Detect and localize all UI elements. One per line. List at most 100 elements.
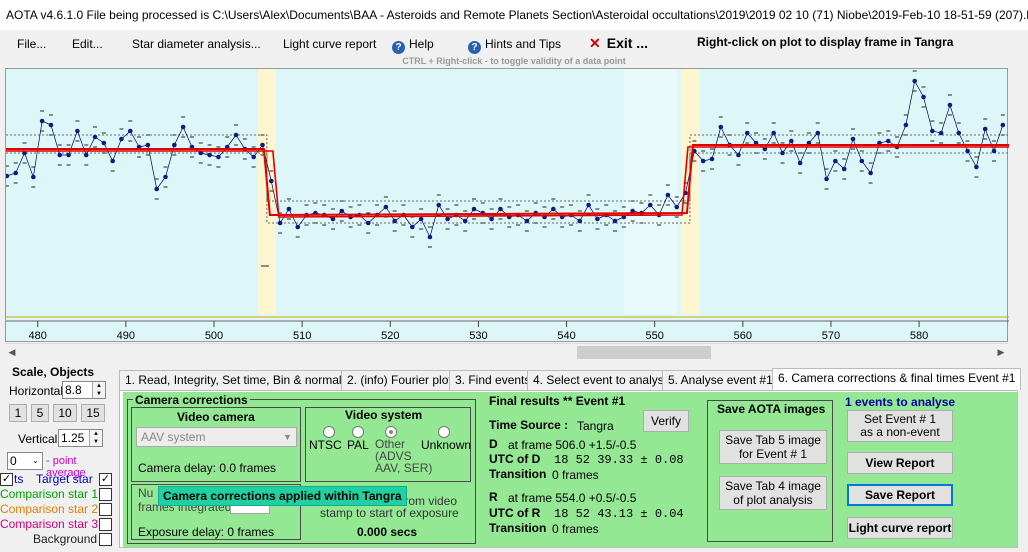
- model-line: [6, 144, 1009, 217]
- vertical-scale-spinner[interactable]: 1.25 ▲ ▼: [58, 429, 103, 447]
- light-curve-report-button[interactable]: Light curve report: [847, 517, 953, 539]
- data-point: [841, 166, 847, 172]
- data-point: [612, 218, 618, 224]
- data-point: [6, 173, 10, 179]
- scale-objects-title: Scale, Objects: [12, 365, 95, 379]
- time-source-value: Tangra: [577, 419, 614, 433]
- scale-button-5[interactable]: 5: [31, 404, 49, 422]
- vertical-scale-value: 1.25: [61, 431, 85, 445]
- target-checkbox[interactable]: ✓: [0, 473, 13, 486]
- plot-horizontal-scrollbar[interactable]: ◀ ▶: [5, 343, 1008, 360]
- data-point: [797, 160, 803, 166]
- scale-button-15[interactable]: 15: [81, 404, 105, 422]
- video-camera-title: Video camera: [175, 410, 257, 424]
- tab-find-events[interactable]: 3. Find events: [449, 370, 537, 390]
- data-point: [885, 138, 891, 144]
- close-icon: ✕: [589, 35, 601, 51]
- legend-comparison-1-label: Comparison star 1: [0, 487, 99, 501]
- set-non-event-button[interactable]: Set Event # 1 as a non-event: [847, 410, 953, 442]
- camera-corrections-group: [127, 399, 476, 544]
- menu-edit[interactable]: Edit...: [72, 37, 103, 51]
- data-point: [718, 124, 724, 130]
- comparison-1-checkbox[interactable]: [99, 488, 112, 501]
- save-tab4-button[interactable]: Save Tab 4 image of plot analysis: [719, 476, 827, 510]
- data-point: [1000, 122, 1006, 128]
- menu-light-curve-report[interactable]: Light curve report: [283, 37, 377, 51]
- horizontal-scale-spinner[interactable]: 8.8 ▲ ▼: [62, 381, 106, 399]
- data-point: [57, 152, 63, 158]
- data-point: [295, 224, 301, 230]
- tab-select-event[interactable]: 4. Select event to analyse: [527, 370, 677, 390]
- model-line-alt: [6, 146, 1009, 218]
- pal-radio[interactable]: [352, 426, 364, 438]
- data-point: [418, 216, 424, 222]
- data-point: [92, 134, 98, 140]
- unknown-radio[interactable]: [438, 426, 450, 438]
- save-report-button[interactable]: Save Report: [847, 484, 953, 506]
- comparison-3-checkbox[interactable]: [99, 518, 112, 531]
- menu-hints[interactable]: ? Hints and Tips: [468, 37, 561, 54]
- other-label: Other (ADVS AAV, SER): [375, 437, 433, 475]
- background-checkbox[interactable]: [99, 533, 112, 546]
- scale-button-10[interactable]: 10: [53, 404, 77, 422]
- save-tab5-button[interactable]: Save Tab 5 image for Event # 1: [719, 430, 827, 464]
- data-point: [630, 208, 635, 214]
- tab-camera-corrections[interactable]: 6. Camera corrections & final times Even…: [772, 368, 1022, 390]
- data-point: [498, 206, 503, 212]
- light-curve-plot[interactable]: 480 490 500 510 520 530 540 550 560 570 580: [5, 68, 1009, 343]
- time-source-label: Time Source :: [489, 418, 569, 432]
- camera-corrections-title: Camera corrections: [133, 393, 250, 407]
- data-point: [744, 130, 750, 136]
- legend-comparison-2-label: Comparison star 2: [0, 502, 99, 516]
- data-point: [22, 150, 27, 156]
- transition-d-label: Transition: [489, 467, 547, 481]
- data-point: [974, 164, 979, 170]
- scroll-thumb[interactable]: [577, 346, 711, 359]
- comparison-2-checkbox[interactable]: [99, 503, 112, 516]
- d-frame: at frame 506.0 +1.5/-0.5: [508, 438, 637, 452]
- camera-select[interactable]: AAV system ▼: [136, 427, 297, 447]
- scroll-left-icon[interactable]: ◀: [8, 347, 16, 357]
- camera-corrections-area: Camera corrections Video camera AAV syst…: [123, 392, 1017, 547]
- transition-r-value: 0 frames: [552, 522, 599, 536]
- data-point: [930, 128, 935, 134]
- menu-star-diameter[interactable]: Star diameter analysis...: [132, 37, 261, 51]
- spinner-arrows-icon[interactable]: ▲ ▼: [89, 430, 102, 446]
- save-images-group: [707, 400, 833, 542]
- scale-button-1[interactable]: 1: [9, 404, 27, 422]
- point-average-select[interactable]: 0 ⌄: [7, 452, 43, 470]
- data-point: [471, 206, 477, 212]
- tab-read-integrity[interactable]: 1. Read, Integrity, Set time, Bin & norm…: [119, 370, 363, 390]
- spinner-arrows-icon[interactable]: ▲ ▼: [92, 382, 105, 398]
- ntsc-radio[interactable]: [323, 426, 335, 438]
- verify-button[interactable]: Verify: [643, 410, 689, 432]
- data-point: [216, 154, 221, 160]
- target-plot-checkbox[interactable]: ✓: [99, 473, 112, 486]
- data-point: [789, 138, 794, 144]
- light-curve-svg[interactable]: 480 490 500 510 520 530 540 550 560 570 580: [6, 69, 1009, 343]
- data-point: [163, 174, 168, 180]
- data-point: [947, 102, 953, 108]
- tab-analyse-event[interactable]: 5. Analyse event #1: [662, 370, 779, 390]
- point-average-value: 0: [10, 454, 17, 468]
- menu-help[interactable]: ? Help: [392, 37, 434, 54]
- exposure-delay-text: Exposure delay: 0 frames: [138, 525, 275, 539]
- data-point: [66, 152, 71, 158]
- menu-bar: File... Edit... Star diameter analysis..…: [0, 30, 1028, 58]
- data-point: [251, 154, 256, 160]
- menu-exit[interactable]: ✕ Exit ...: [589, 35, 648, 52]
- menu-file[interactable]: File...: [17, 37, 47, 51]
- other-radio[interactable]: [385, 426, 397, 438]
- view-report-button[interactable]: View Report: [847, 452, 953, 474]
- data-point: [956, 130, 962, 136]
- data-point: [462, 218, 468, 224]
- x-tick-label: 550: [646, 330, 664, 342]
- data-point: [233, 132, 239, 138]
- data-point: [277, 220, 283, 226]
- plot-shade: [623, 69, 677, 314]
- frames-integrated-group: [131, 484, 301, 540]
- scroll-right-icon[interactable]: ▶: [997, 347, 1005, 357]
- data-point: [392, 218, 397, 224]
- point-average-label: - point average: [46, 455, 86, 479]
- tab-fourier-plot[interactable]: 2. (info) Fourier plot: [341, 370, 458, 390]
